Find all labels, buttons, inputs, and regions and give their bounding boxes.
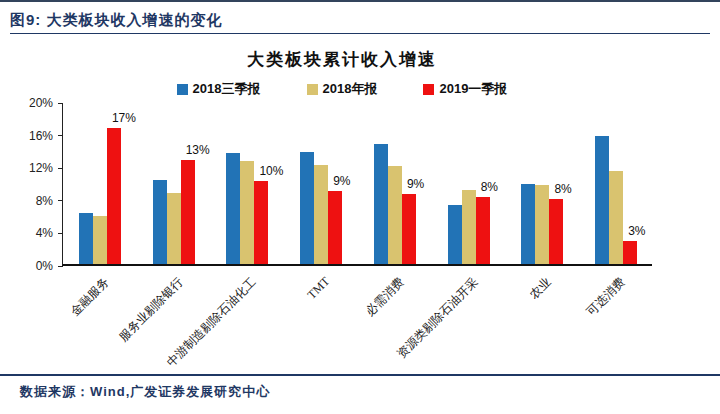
bar-value-label: 10% xyxy=(259,164,283,178)
bar-2019一季报 xyxy=(107,128,121,264)
bar-2018三季报 xyxy=(226,153,240,264)
y-axis-tick-label: 0% xyxy=(11,259,53,273)
bar-2018三季报 xyxy=(448,205,462,264)
y-axis-tick-mark xyxy=(58,135,63,136)
bar-2019一季报 xyxy=(181,160,195,264)
bar-2019一季报 xyxy=(476,197,490,264)
bar-2018年报 xyxy=(240,161,254,264)
y-axis-tick-mark xyxy=(58,200,63,201)
plot-area: 0%4%8%12%16%20%17%金融服务13%服务业剔除银行10%中游制造剔… xyxy=(62,103,652,266)
bar-value-label: 17% xyxy=(112,111,136,125)
bar-2018三季报 xyxy=(595,136,609,264)
bar-2019一季报 xyxy=(254,181,268,264)
bar-2019一季报 xyxy=(549,199,563,264)
legend-item: 2019一季报 xyxy=(423,80,507,98)
x-category-label: 金融服务 xyxy=(67,274,113,320)
chart-title: 大类板块累计收入增速 xyxy=(62,48,622,71)
bar-2019一季报 xyxy=(402,194,416,264)
bar-value-label: 9% xyxy=(333,174,350,188)
x-category-label: 农业 xyxy=(526,274,555,303)
y-axis-tick-mark xyxy=(58,103,63,104)
bar-2019一季报 xyxy=(623,241,637,264)
bar-2018年报 xyxy=(609,171,623,264)
bar-2018年报 xyxy=(167,193,181,264)
data-source-text: 数据来源：Wind,广发证券发展研究中心 xyxy=(20,384,270,399)
page-container: 图9: 大类板块收入增速的变化 大类板块累计收入增速 2018三季报 2018年报… xyxy=(0,0,720,414)
legend-label: 2018年报 xyxy=(323,80,378,98)
bar-value-label: 8% xyxy=(554,182,571,196)
chart-legend: 2018三季报 2018年报 2019一季报 xyxy=(62,80,622,98)
x-category-label: 必需消费 xyxy=(362,274,408,320)
bar-2018年报 xyxy=(462,190,476,264)
bar-2018三季报 xyxy=(79,213,93,264)
legend-label: 2019一季报 xyxy=(439,80,507,98)
figure-header: 图9: 大类板块收入增速的变化 xyxy=(10,8,710,34)
y-axis-tick-label: 12% xyxy=(11,161,53,175)
bar-2019一季报 xyxy=(328,191,342,264)
legend-item: 2018三季报 xyxy=(177,80,261,98)
legend-swatch-icon xyxy=(307,84,318,95)
bar-value-label: 9% xyxy=(407,177,424,191)
legend-swatch-icon xyxy=(177,84,188,95)
bar-2018年报 xyxy=(314,165,328,264)
x-category-label: 可选消费 xyxy=(583,274,629,320)
bar-value-label: 3% xyxy=(628,224,645,238)
y-axis-tick-mark xyxy=(58,168,63,169)
legend-item: 2018年报 xyxy=(307,80,378,98)
y-axis-tick-mark xyxy=(58,266,63,267)
bar-value-label: 8% xyxy=(481,180,498,194)
legend-label: 2018三季报 xyxy=(193,80,261,98)
bar-value-label: 13% xyxy=(186,143,210,157)
y-axis-tick-label: 16% xyxy=(11,129,53,143)
footer: 数据来源：Wind,广发证券发展研究中心 xyxy=(20,382,270,401)
y-axis-tick-label: 20% xyxy=(11,96,53,110)
footer-divider xyxy=(0,374,720,376)
top-divider xyxy=(0,0,720,2)
figure-title: 图9: 大类板块收入增速的变化 xyxy=(10,8,710,32)
legend-swatch-icon xyxy=(423,84,434,95)
bar-2018年报 xyxy=(535,185,549,264)
y-axis-tick-label: 8% xyxy=(11,194,53,208)
bar-2018三季报 xyxy=(153,180,167,264)
x-category-label: TMT xyxy=(304,274,333,303)
bar-2018年报 xyxy=(388,166,402,264)
y-axis-tick-label: 4% xyxy=(11,226,53,240)
bar-2018三季报 xyxy=(300,152,314,264)
x-category-label: 服务业剔除银行 xyxy=(115,274,186,345)
bar-2018三季报 xyxy=(521,184,535,264)
bar-2018年报 xyxy=(93,216,107,264)
bar-2018三季报 xyxy=(374,144,388,264)
y-axis-tick-mark xyxy=(58,233,63,234)
